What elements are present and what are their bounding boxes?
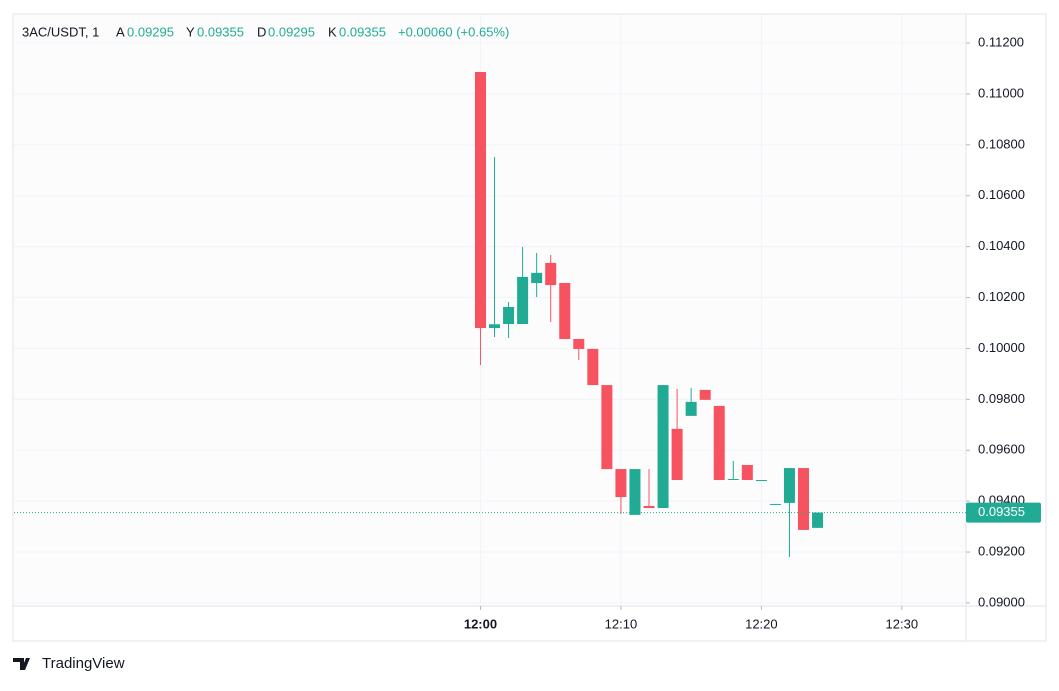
header-field-value: 0.09295 [268, 24, 315, 39]
y-tick-label: 0.11000 [978, 85, 1024, 100]
y-tick-label: 0.10000 [978, 340, 1025, 355]
header-field-label: Y [186, 24, 195, 39]
brand: TradingView [42, 655, 125, 672]
logo: TradingView [13, 655, 125, 672]
header-field-label: K [328, 24, 337, 39]
header-field-value: 0.09295 [127, 24, 174, 39]
candle-body [727, 478, 739, 481]
candle-body [489, 324, 501, 329]
candle-body [474, 72, 486, 329]
header-field-value: 0.09355 [197, 24, 244, 39]
header-field-value: 0.09355 [339, 24, 386, 39]
x-tick-label: 12:00 [464, 616, 497, 631]
plot-area [14, 15, 966, 606]
last-price-box [966, 502, 1041, 523]
candle-body [559, 283, 571, 340]
y-tick-label: 0.10600 [978, 187, 1025, 202]
candle-body [769, 503, 781, 505]
candle-body [545, 262, 557, 286]
candle-body [812, 512, 824, 528]
y-tick-label: 0.11200 [978, 34, 1024, 49]
header-change: +0.00060 (+0.65%) [398, 24, 509, 39]
candle-body [573, 339, 585, 349]
candle-body [755, 480, 767, 482]
y-tick-label: 0.10800 [978, 136, 1025, 151]
candle-body [713, 405, 725, 481]
last-price-label: 0.09355 [978, 504, 1025, 519]
candle-body [798, 468, 810, 530]
header-field-label: A [116, 24, 125, 39]
header-field-label: D [257, 24, 266, 39]
candle-body [741, 464, 753, 481]
candle-body [531, 272, 543, 284]
candle-body [685, 401, 697, 416]
x-tick-label: 12:20 [745, 616, 778, 631]
y-tick-label: 0.10400 [978, 238, 1025, 253]
x-tick-label: 12:10 [605, 616, 638, 631]
symbol: 3AC/USDT, 1 [22, 24, 99, 39]
candle-body [699, 389, 711, 400]
candle-body [783, 468, 795, 503]
y-tick-label: 0.09200 [978, 543, 1025, 558]
candle-body [629, 469, 641, 515]
y-tick-label: 0.09800 [978, 391, 1025, 406]
candle-body [503, 306, 515, 324]
candle-body [657, 385, 669, 509]
candle-body [587, 348, 599, 386]
candle-body [601, 385, 613, 470]
x-tick-label: 12:30 [886, 616, 919, 631]
y-tick-label: 0.09000 [978, 594, 1025, 609]
candle-body [643, 505, 655, 509]
candle-body [671, 428, 683, 481]
y-tick-label: 0.10200 [978, 289, 1025, 304]
candle-body [615, 469, 627, 498]
y-tick-label: 0.09600 [978, 442, 1025, 457]
candle-body [517, 276, 529, 324]
logo-mark [13, 658, 30, 670]
